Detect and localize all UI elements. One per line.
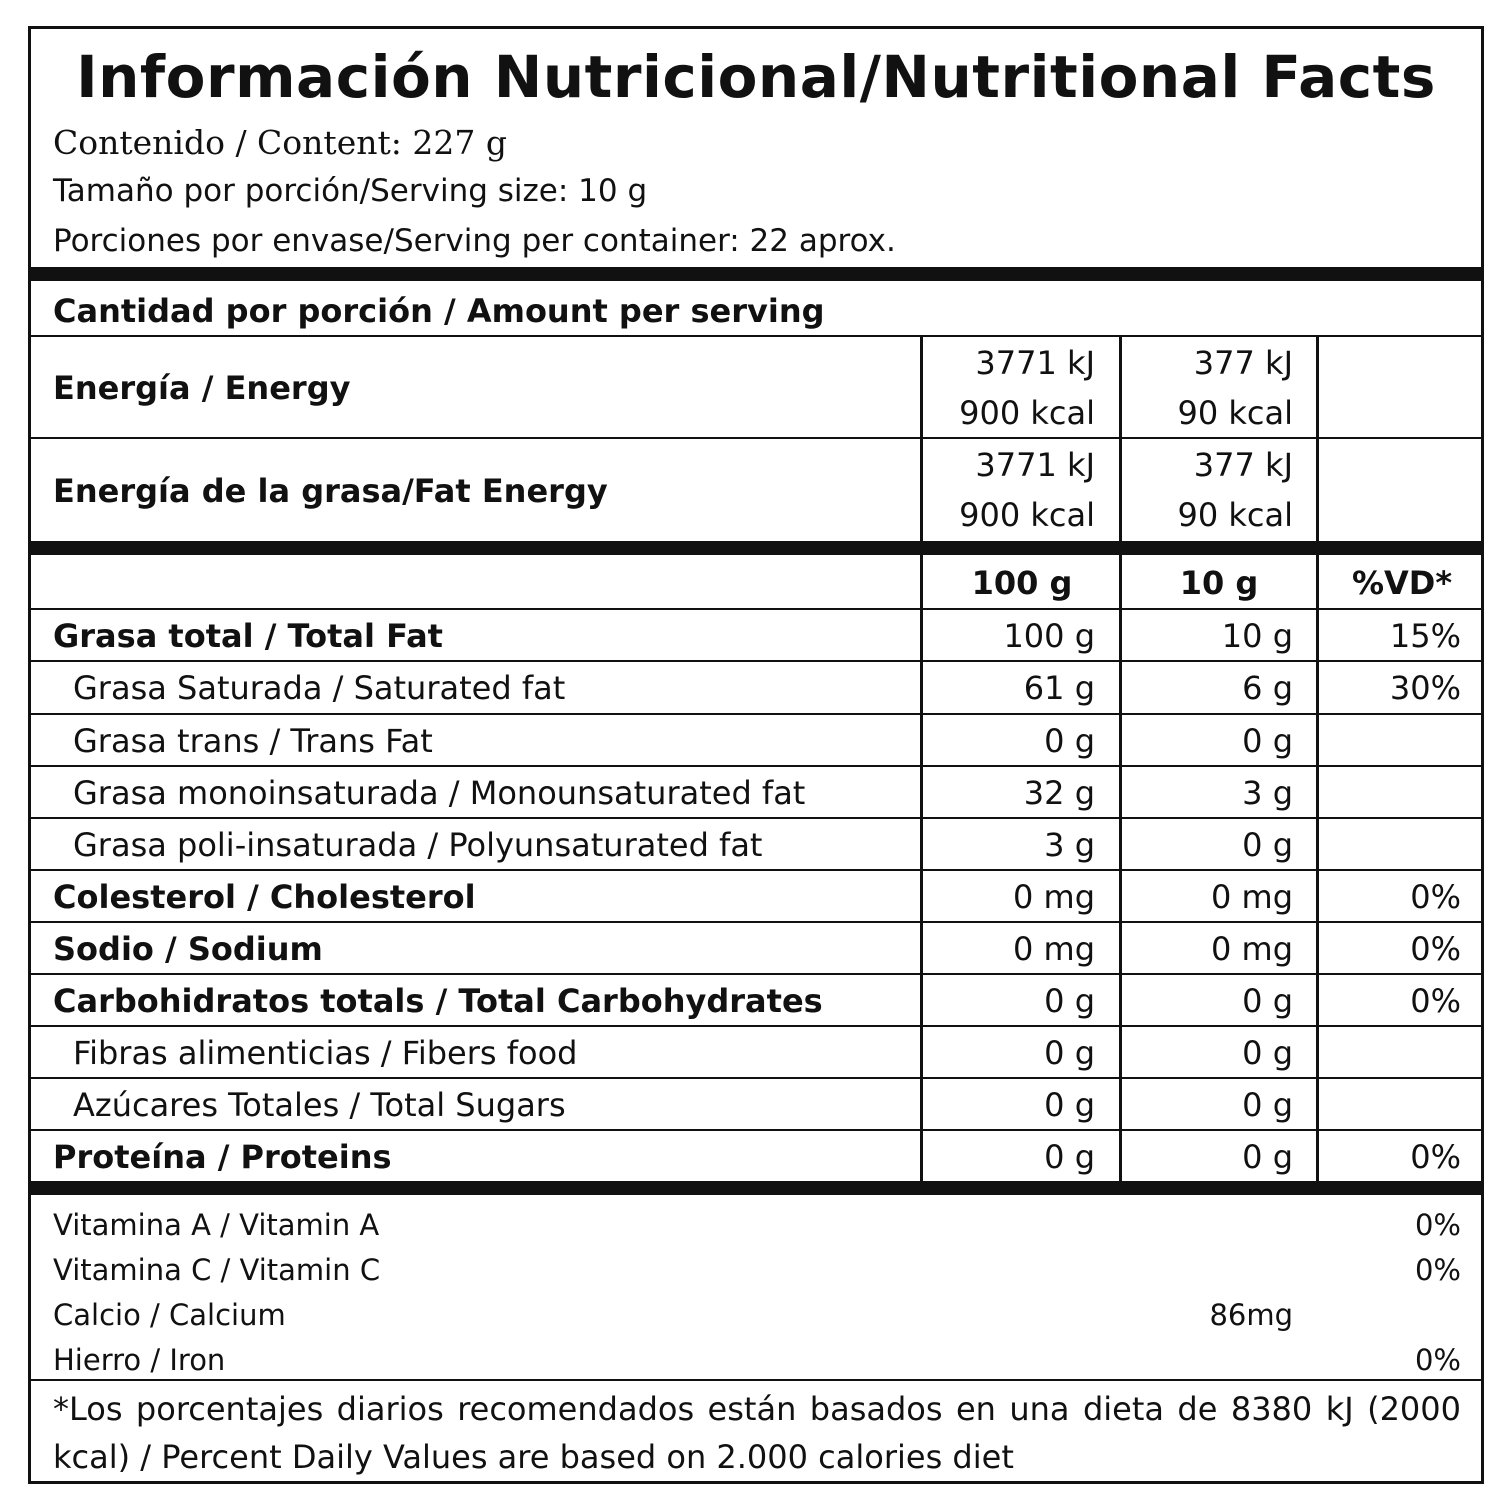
nutrient-value-100g: 0 mg bbox=[1012, 930, 1095, 968]
vitamin-daily-value: 0% bbox=[1414, 1208, 1461, 1242]
divider bbox=[31, 973, 1481, 975]
nutrient-label: Fibras alimenticias / Fibers food bbox=[73, 1034, 578, 1072]
nutrient-value-100g: 100 g bbox=[1003, 617, 1095, 655]
thick-divider bbox=[31, 1181, 1481, 1195]
column-header-100g: 100 g bbox=[971, 564, 1073, 602]
vitamin-label: Vitamina A / Vitamin A bbox=[53, 1208, 380, 1242]
nutrient-label: Grasa poli-insaturada / Polyunsaturated … bbox=[73, 826, 763, 864]
nutrient-value-serving: 10 g bbox=[1221, 617, 1293, 655]
nutrient-value-serving: 3 g bbox=[1242, 774, 1293, 812]
fat-energy-100g-kj: 3771 kJ bbox=[975, 446, 1095, 484]
nutrient-daily-value: 0% bbox=[1410, 1138, 1461, 1176]
column-divider bbox=[1316, 555, 1319, 1181]
vitamin-label: Vitamina C / Vitamin C bbox=[53, 1253, 381, 1287]
nutrient-daily-value: 30% bbox=[1389, 669, 1461, 707]
column-divider bbox=[1119, 555, 1122, 1181]
nutrient-label: Grasa trans / Trans Fat bbox=[73, 722, 433, 760]
energy-label: Energía / Energy bbox=[53, 369, 351, 407]
thick-divider bbox=[31, 541, 1481, 555]
mineral-daily-value: 0% bbox=[1414, 1343, 1461, 1377]
nutrition-facts-label: Información Nutricional/Nutritional Fact… bbox=[28, 26, 1484, 1484]
divider bbox=[31, 1077, 1481, 1079]
nutrient-daily-value: 15% bbox=[1389, 617, 1461, 655]
nutrient-daily-value: 0% bbox=[1410, 878, 1461, 916]
nutrient-value-100g: 0 g bbox=[1044, 1138, 1095, 1176]
nutrient-value-100g: 0 mg bbox=[1012, 878, 1095, 916]
mineral-label: Hierro / Iron bbox=[53, 1343, 226, 1377]
fat-energy-serving-kcal: 90 kcal bbox=[1177, 496, 1293, 534]
energy-100g-kcal: 900 kcal bbox=[959, 394, 1095, 432]
serving-size: Tamaño por porción/Serving size: 10 g bbox=[53, 173, 648, 209]
divider bbox=[31, 817, 1481, 819]
divider bbox=[31, 921, 1481, 923]
nutrient-daily-value: 0% bbox=[1410, 982, 1461, 1020]
nutrient-value-serving: 0 mg bbox=[1210, 930, 1293, 968]
nutrient-label: Grasa monoinsaturada / Monounsaturated f… bbox=[73, 774, 806, 812]
column-header-serving: 10 g bbox=[1179, 564, 1259, 602]
divider bbox=[31, 335, 1481, 337]
divider bbox=[31, 660, 1481, 662]
thick-divider bbox=[31, 267, 1481, 281]
nutrient-value-serving: 0 g bbox=[1242, 722, 1293, 760]
nutrient-value-serving: 0 g bbox=[1242, 1138, 1293, 1176]
divider bbox=[31, 1025, 1481, 1027]
amount-per-serving-heading: Cantidad por porción / Amount per servin… bbox=[53, 292, 825, 330]
mineral-label: Calcio / Calcium bbox=[53, 1298, 286, 1332]
nutrient-label: Carbohidratos totals / Total Carbohydrat… bbox=[53, 982, 823, 1020]
nutrient-value-100g: 32 g bbox=[1023, 774, 1095, 812]
fat-energy-label: Energía de la grasa/Fat Energy bbox=[53, 472, 608, 510]
column-divider bbox=[920, 555, 923, 1181]
nutrient-value-100g: 0 g bbox=[1044, 982, 1095, 1020]
fat-energy-100g-kcal: 900 kcal bbox=[959, 496, 1095, 534]
nutrient-value-serving: 0 g bbox=[1242, 1086, 1293, 1124]
nutrient-label: Colesterol / Cholesterol bbox=[53, 878, 476, 916]
nutrient-value-serving: 0 mg bbox=[1210, 878, 1293, 916]
net-content: Contenido / Content: 227 g bbox=[53, 123, 507, 162]
divider bbox=[31, 1379, 1481, 1381]
label-title: Información Nutricional/Nutritional Fact… bbox=[76, 43, 1436, 111]
divider bbox=[31, 869, 1481, 871]
energy-serving-kcal: 90 kcal bbox=[1177, 394, 1293, 432]
divider bbox=[31, 437, 1481, 439]
nutrient-value-serving: 0 g bbox=[1242, 826, 1293, 864]
divider bbox=[31, 713, 1481, 715]
column-header-dv: %VD* bbox=[1351, 564, 1453, 602]
nutrient-label: Proteína / Proteins bbox=[53, 1138, 392, 1176]
nutrient-value-100g: 0 g bbox=[1044, 1086, 1095, 1124]
nutrient-value-100g: 0 g bbox=[1044, 1034, 1095, 1072]
nutrient-value-100g: 0 g bbox=[1044, 722, 1095, 760]
nutrient-value-serving: 0 g bbox=[1242, 1034, 1293, 1072]
nutrient-value-100g: 3 g bbox=[1044, 826, 1095, 864]
mineral-amount: 86mg bbox=[1209, 1298, 1293, 1332]
nutrient-label: Sodio / Sodium bbox=[53, 930, 323, 968]
divider bbox=[31, 765, 1481, 767]
nutrient-value-serving: 0 g bbox=[1242, 982, 1293, 1020]
nutrient-label: Azúcares Totales / Total Sugars bbox=[73, 1086, 566, 1124]
vitamin-daily-value: 0% bbox=[1414, 1253, 1461, 1287]
fat-energy-serving-kj: 377 kJ bbox=[1193, 446, 1293, 484]
nutrient-label: Grasa total / Total Fat bbox=[53, 617, 443, 655]
nutrient-daily-value: 0% bbox=[1410, 930, 1461, 968]
servings-per-container: Porciones por envase/Serving per contain… bbox=[53, 223, 896, 259]
divider bbox=[31, 1129, 1481, 1131]
energy-100g-kj: 3771 kJ bbox=[975, 344, 1095, 382]
divider bbox=[31, 608, 1481, 610]
nutrient-label: Grasa Saturada / Saturated fat bbox=[73, 669, 566, 707]
daily-value-footnote: *Los porcentajes diarios recomendados es… bbox=[53, 1390, 1461, 1476]
nutrient-value-100g: 61 g bbox=[1023, 669, 1095, 707]
nutrient-value-serving: 6 g bbox=[1242, 669, 1293, 707]
energy-serving-kj: 377 kJ bbox=[1193, 344, 1293, 382]
